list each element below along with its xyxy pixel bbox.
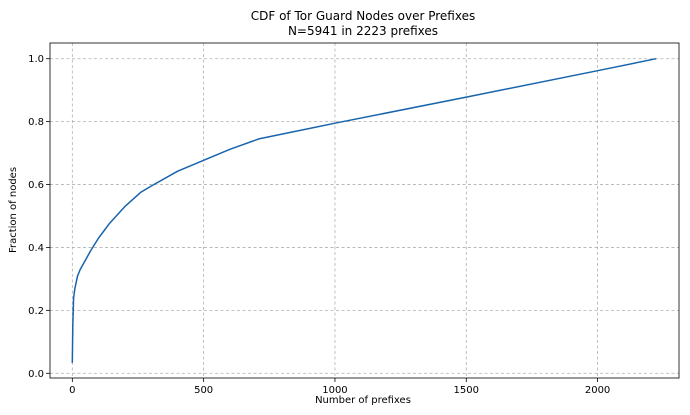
y-tick-label: 0.6 bbox=[28, 180, 44, 191]
y-axis-label: Fraction of nodes bbox=[8, 167, 19, 253]
x-tick-label: 2000 bbox=[585, 385, 610, 396]
cdf-line bbox=[71, 57, 657, 363]
x-tick-label: 0 bbox=[69, 385, 75, 396]
y-axis: 0.0 0.2 0.4 0.6 0.8 1.0 bbox=[28, 54, 50, 380]
grid bbox=[50, 43, 679, 378]
y-tick-label: 1.0 bbox=[28, 54, 44, 65]
chart-title: CDF of Tor Guard Nodes over Prefixes bbox=[251, 9, 475, 23]
x-tick-label: 1500 bbox=[454, 385, 479, 396]
chart-subtitle: N=5941 in 2223 prefixes bbox=[288, 24, 438, 38]
y-tick-label: 0.2 bbox=[28, 306, 44, 317]
x-tick-label: 1000 bbox=[322, 385, 347, 396]
y-tick-label: 0.8 bbox=[28, 117, 44, 128]
x-axis-label: Number of prefixes bbox=[315, 395, 411, 406]
axes-frame bbox=[49, 42, 680, 379]
plot-area bbox=[71, 57, 657, 363]
y-tick-label: 0.0 bbox=[28, 369, 44, 380]
y-tick-label: 0.4 bbox=[28, 243, 44, 254]
x-tick-label: 500 bbox=[194, 385, 213, 396]
x-axis: 0 500 1000 1500 2000 bbox=[69, 378, 610, 396]
